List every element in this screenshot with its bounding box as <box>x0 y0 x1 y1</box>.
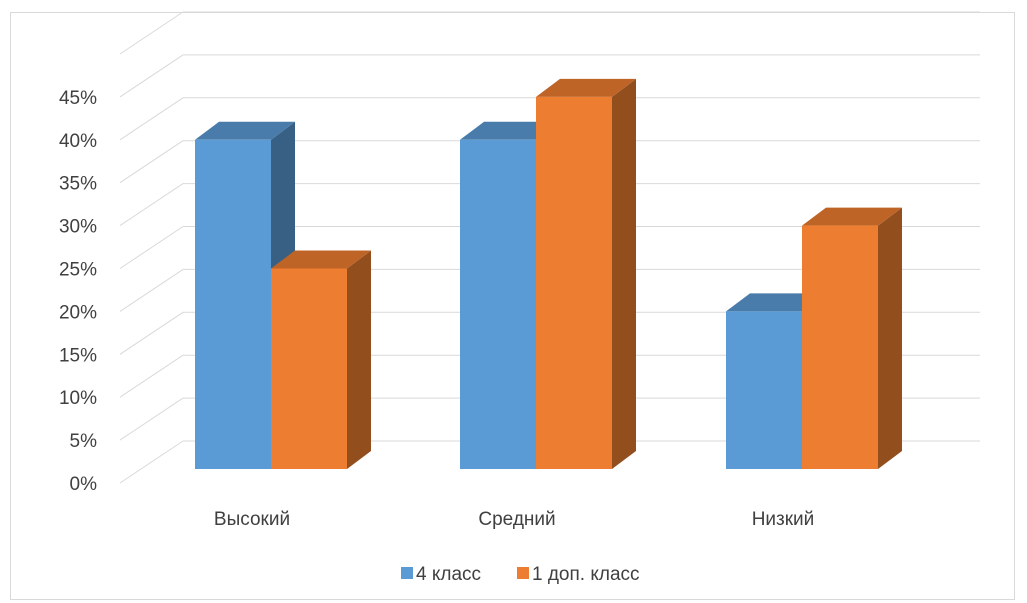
y-tick-label: 25% <box>59 260 97 281</box>
x-tick-label: Средний <box>478 509 555 530</box>
y-tick-label: 15% <box>59 345 97 366</box>
gridline-diagonal <box>120 98 183 140</box>
y-tick-label: 45% <box>59 88 97 109</box>
y-axis: 0% 5% 10% 15% 20% 25% 30% 35% 40% 45% <box>59 88 97 495</box>
gridline-diagonal <box>120 55 183 97</box>
gridline-diagonal <box>120 227 183 269</box>
gridline-diagonal <box>120 141 183 183</box>
bar <box>802 226 878 469</box>
x-tick-label: Низкий <box>752 509 815 530</box>
bar <box>195 140 271 469</box>
gridline-diagonal <box>120 355 183 397</box>
y-tick-label: 35% <box>59 174 97 195</box>
legend-entry: 4 класс <box>416 564 481 585</box>
bar-side <box>612 79 636 469</box>
bar-side <box>347 251 371 470</box>
y-tick-label: 30% <box>59 217 97 238</box>
y-tick-label: 10% <box>59 388 97 409</box>
legend-entry: 1 доп. класс <box>532 564 640 585</box>
y-tick-label: 5% <box>70 431 98 452</box>
x-tick-label: Высокий <box>214 509 290 530</box>
y-tick-label: 40% <box>59 131 97 152</box>
gridline-diagonal <box>120 312 183 354</box>
gridline-diagonal <box>120 398 183 440</box>
y-tick-label: 20% <box>59 302 97 323</box>
legend-swatch <box>401 567 413 579</box>
gridline-diagonal <box>120 184 183 226</box>
y-tick-label: 0% <box>70 474 98 495</box>
bar <box>271 269 347 470</box>
legend: 4 класс 1 доп. класс <box>401 564 640 585</box>
gridline-diagonal <box>120 269 183 311</box>
legend-swatch <box>517 567 529 579</box>
gridline-diagonal <box>120 441 183 483</box>
bar <box>536 97 612 469</box>
bar-side <box>878 208 902 469</box>
bar <box>460 140 536 469</box>
gridline-diagonal <box>120 12 183 54</box>
bars <box>195 79 902 469</box>
bar <box>726 311 802 469</box>
x-axis: Высокий Средний Низкий <box>214 509 814 530</box>
